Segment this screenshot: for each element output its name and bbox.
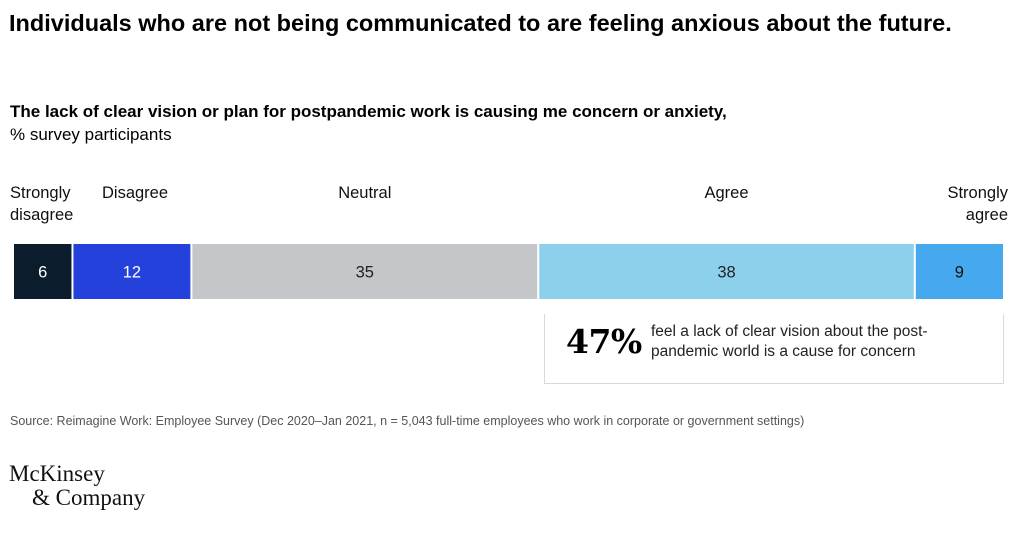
source-note: Source: Reimagine Work: Employee Survey … — [10, 414, 805, 428]
logo-line-1: McKinsey — [9, 461, 105, 486]
value-label-agree: 38 — [717, 264, 735, 282]
bar-agree — [539, 244, 914, 299]
category-label-disagree: Disagree — [102, 184, 168, 202]
category-label-strongly-agree: Strongly agree — [947, 184, 1008, 224]
callout-text: feel a lack of clear vision about the po… — [651, 323, 928, 360]
value-label-neutral: 35 — [356, 264, 374, 282]
bar-segments: 6 12 35 38 9 — [14, 244, 1003, 299]
stacked-bar-chart: 6 12 35 38 9 Strongly disagree Disagree Neutral… — [10, 184, 1009, 299]
category-label-agree: Agree — [705, 184, 749, 202]
chart-title: Individuals who are not being communicat… — [9, 10, 952, 36]
category-labels: Strongly disagree Disagree Neutral Agree Stro… — [10, 184, 1009, 224]
callout-box: 47% feel a lack of clear vision about th… — [544, 314, 1004, 384]
logo-line-2: & Company — [32, 485, 146, 510]
value-label-disagree: 12 — [123, 264, 141, 282]
bar-neutral — [192, 244, 538, 299]
callout-percent: 47% — [566, 322, 642, 361]
category-label-neutral: Neutral — [338, 184, 391, 202]
subtitle-question: The lack of clear vision or plan for pos… — [10, 102, 727, 121]
chart-subtitle: The lack of clear vision or plan for pos… — [10, 100, 1000, 146]
category-label-strongly-disagree: Strongly disagree — [10, 184, 73, 224]
value-label-strongly-disagree: 6 — [38, 264, 47, 282]
bar-strongly-agree — [915, 244, 1003, 299]
value-label-strongly-agree: 9 — [955, 264, 964, 282]
subtitle-unit: % survey participants — [10, 125, 172, 144]
bar-disagree — [73, 244, 191, 299]
mckinsey-logo: McKinsey & Company — [9, 462, 145, 510]
bar-strongly-disagree — [14, 244, 72, 299]
